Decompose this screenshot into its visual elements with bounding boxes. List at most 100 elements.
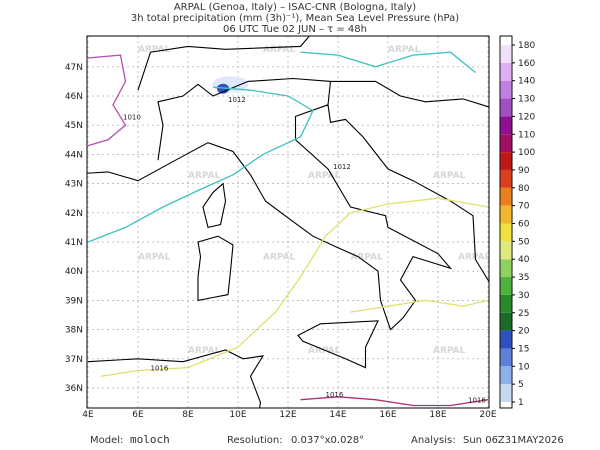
colorbar-segment	[500, 277, 512, 295]
header-line: 3h total precipitation (mm (3h)⁻¹), Mean…	[131, 13, 459, 24]
island	[202, 182, 227, 229]
footer-label: Analysis:	[411, 435, 456, 446]
colorbar-label: 20	[518, 327, 530, 337]
colorbar-segment	[500, 98, 512, 117]
colorbar-frame	[499, 35, 513, 409]
colorbar-label: 80	[518, 184, 530, 194]
isobar-label: 1012	[228, 96, 246, 104]
map: ARPAL ARPAL ARPAL ARPAL ARPAL ARPAL ARPAL ARPAL…	[65, 36, 497, 420]
isobar	[300, 51, 476, 74]
isobar-label: 1010	[123, 113, 141, 121]
x-tick-label: 4E	[82, 410, 94, 420]
y-tick-label: 41N	[65, 238, 83, 248]
watermark: ARPAL	[188, 346, 221, 356]
colorbar-segment	[500, 187, 512, 206]
watermark: ARPAL	[263, 45, 296, 55]
y-tick-label: 46N	[65, 92, 83, 102]
map-layer: ARPAL ARPAL ARPAL ARPAL ARPAL ARPAL ARPAL ARPAL…	[87, 36, 489, 408]
footer-value: moloch	[130, 433, 170, 446]
y-tick-label: 45N	[65, 121, 83, 131]
watermark: ARPAL	[138, 45, 171, 55]
colorbar-label: 50	[518, 237, 530, 247]
colorbar-segment	[500, 45, 512, 63]
watermark: ARPAL	[433, 171, 466, 181]
y-tick-label: 37N	[65, 355, 83, 365]
x-tick-label: 10E	[229, 410, 246, 420]
y-tick-label: 36N	[65, 384, 83, 394]
watermark: ARPAL	[351, 253, 384, 263]
x-tick-label: 6E	[132, 410, 144, 420]
map-frame	[86, 35, 490, 409]
coastline	[157, 77, 332, 161]
colorbar-label: 140	[518, 77, 535, 87]
colorbar-label: 25	[518, 309, 529, 319]
colorbar-segment	[500, 241, 512, 260]
watermark: ARPAL	[188, 171, 221, 181]
island	[297, 320, 379, 369]
y-tick-label: 38N	[65, 326, 83, 336]
header-line: 06 UTC Tue 02 JUN – τ = 48h	[223, 24, 367, 35]
x-tick-label: 18E	[429, 410, 446, 420]
isobar-label: 1012	[333, 163, 351, 171]
isobar	[87, 54, 127, 147]
colorbar-segment	[500, 330, 512, 349]
colorbar-label: 70	[518, 202, 530, 212]
colorbar-segment	[500, 80, 512, 99]
watermark: ARPAL	[388, 45, 421, 55]
coastline	[87, 349, 265, 408]
colorbar-label: 90	[518, 166, 530, 176]
watermark: ARPAL	[308, 171, 341, 181]
footer-label: Resolution:	[227, 435, 283, 446]
colorbar-label: 5	[518, 380, 524, 390]
isobar-label: 1016	[326, 391, 344, 399]
island	[197, 235, 234, 302]
y-tick-label: 42N	[65, 209, 83, 219]
colorbar-segment	[500, 62, 512, 81]
colorbar-segment	[500, 294, 512, 313]
isobar	[100, 197, 489, 377]
watermark: ARPAL	[308, 346, 341, 356]
coastline	[137, 36, 311, 91]
watermark: ARPAL	[263, 253, 296, 263]
colorbar-label: 10	[518, 362, 530, 372]
y-tick-label: 40N	[65, 267, 83, 277]
watermark: ARPAL	[433, 346, 466, 356]
colorbar-segment	[500, 152, 512, 170]
isobar	[300, 396, 489, 407]
footer-value: Sun 06Z31MAY2026	[463, 435, 564, 446]
colorbar-segment	[500, 116, 512, 135]
colorbar-segment	[500, 134, 512, 153]
precip-area	[217, 83, 229, 94]
colorbar-label: 30	[518, 291, 530, 301]
colorbar-segment	[500, 312, 512, 331]
colorbar-label: 130	[518, 95, 535, 105]
colorbar-segment	[500, 223, 512, 242]
colorbar-label: 35	[518, 273, 529, 283]
x-tick-label: 16E	[379, 410, 396, 420]
colorbar: 1510152025303540506070809010011012013014…	[499, 35, 535, 409]
x-tick-label: 14E	[329, 410, 346, 420]
colorbar-segment	[500, 348, 512, 367]
y-tick-label: 43N	[65, 180, 83, 190]
colorbar-label: 15	[518, 344, 529, 354]
colorbar-label: 100	[518, 148, 535, 158]
x-tick-label: 8E	[182, 410, 194, 420]
colorbar-segment	[500, 205, 512, 224]
isobar-label: 1016	[151, 364, 169, 372]
colorbar-segment	[500, 366, 512, 385]
colorbar-label: 160	[518, 59, 535, 69]
x-tick-label: 12E	[279, 410, 296, 420]
isobar	[350, 299, 489, 313]
isobar-label: 1016	[468, 397, 486, 405]
colorbar-segment	[500, 384, 512, 402]
coastline	[87, 104, 489, 331]
colorbar-segment	[500, 169, 512, 188]
colorbar-label: 1	[518, 398, 524, 408]
y-tick-label: 44N	[65, 150, 83, 160]
colorbar-label: 120	[518, 112, 535, 122]
footer-label: Model:	[90, 435, 123, 446]
colorbar-label: 180	[518, 41, 535, 51]
colorbar-segment	[500, 259, 512, 278]
